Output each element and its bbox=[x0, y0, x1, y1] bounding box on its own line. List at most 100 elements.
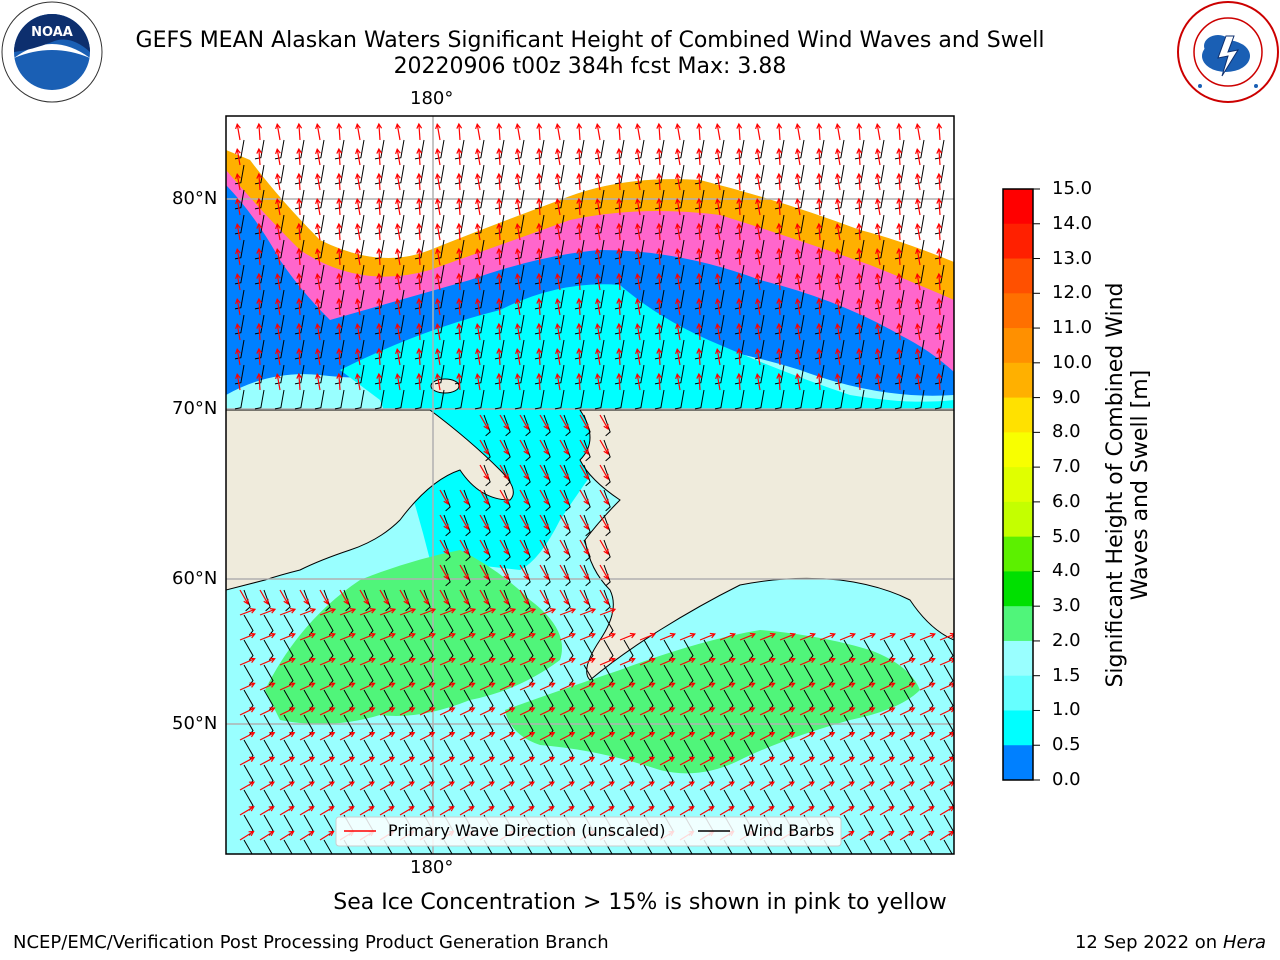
wave-direction-arrowhead bbox=[909, 632, 916, 639]
wave-direction-arrow bbox=[618, 373, 621, 391]
wave-direction-arrow bbox=[819, 806, 835, 816]
wave-direction-arrow bbox=[619, 658, 635, 666]
wave-direction-arrow bbox=[459, 489, 469, 505]
wind-barb bbox=[534, 264, 545, 285]
wave-direction-arrowhead bbox=[715, 273, 721, 280]
wave-direction-arrow bbox=[356, 349, 361, 366]
wave-direction-arrowhead bbox=[475, 148, 481, 155]
wave-direction-arrowhead bbox=[435, 148, 441, 155]
wave-direction-arrow bbox=[538, 323, 541, 341]
wave-direction-arrowhead bbox=[616, 122, 623, 129]
wind-barb bbox=[814, 314, 825, 335]
wind-barb bbox=[294, 364, 305, 385]
wave-direction-arrowhead bbox=[915, 298, 921, 305]
wave-direction-arrow bbox=[298, 198, 301, 216]
wind-barb bbox=[534, 389, 545, 410]
wave-direction-arrowhead bbox=[355, 323, 361, 330]
wave-direction-arrowhead bbox=[429, 707, 436, 713]
wave-direction-arrow bbox=[259, 756, 275, 766]
wind-barb bbox=[783, 714, 794, 736]
wave-direction-arrow bbox=[499, 806, 515, 816]
wave-direction-arrow bbox=[379, 756, 395, 766]
wave-direction-arrowhead bbox=[249, 608, 257, 614]
wave-direction-arrow bbox=[839, 781, 855, 791]
wave-direction-arrow bbox=[919, 633, 936, 641]
wave-direction-arrow bbox=[519, 564, 529, 580]
wind-barb bbox=[443, 539, 451, 562]
wave-direction-arrowhead bbox=[896, 147, 903, 154]
wave-direction-arrow bbox=[538, 373, 541, 391]
wind-barb bbox=[494, 139, 505, 160]
wave-direction-arrowhead bbox=[656, 222, 663, 229]
wave-direction-arrowhead bbox=[289, 756, 296, 762]
wave-direction-arrow bbox=[299, 781, 315, 791]
wind-barb bbox=[294, 189, 305, 210]
wave-direction-arrow bbox=[799, 781, 815, 791]
wave-direction-arrow bbox=[298, 273, 301, 291]
wave-direction-arrow bbox=[619, 806, 635, 816]
wave-direction-arrowhead bbox=[669, 632, 676, 639]
wave-direction-arrowhead bbox=[449, 682, 456, 688]
wind-barb bbox=[294, 264, 305, 285]
wind-barb bbox=[854, 264, 865, 285]
wind-barb bbox=[934, 364, 945, 385]
wave-direction-arrow bbox=[799, 806, 815, 816]
wave-direction-arrow bbox=[556, 249, 561, 266]
wave-direction-arrowhead bbox=[369, 682, 376, 688]
wave-direction-arrow bbox=[499, 439, 509, 455]
wave-direction-arrowhead bbox=[648, 806, 655, 812]
wind-barb bbox=[483, 464, 491, 487]
colorbar-tick-label: 15.0 bbox=[1052, 178, 1093, 199]
wave-direction-arrowhead bbox=[936, 247, 943, 254]
wave-direction-arrow bbox=[316, 199, 321, 216]
wind-barb bbox=[554, 364, 565, 385]
wind-barb bbox=[263, 689, 274, 711]
wind-barb bbox=[754, 164, 765, 185]
wind-barb bbox=[483, 589, 491, 612]
wave-direction-arrow bbox=[258, 273, 261, 291]
wave-direction-arrow bbox=[698, 298, 701, 316]
wave-direction-arrowhead bbox=[368, 806, 375, 812]
wind-barb bbox=[534, 289, 545, 310]
wave-direction-arrowhead bbox=[469, 632, 476, 639]
wind-barb bbox=[234, 164, 245, 185]
wind-barb bbox=[934, 139, 945, 160]
wave-direction-arrowhead bbox=[336, 297, 343, 304]
wind-barb bbox=[483, 664, 494, 686]
wind-barb bbox=[654, 364, 665, 385]
wind-barb bbox=[514, 364, 525, 385]
wind-barb bbox=[314, 189, 325, 210]
wave-direction-arrow bbox=[759, 707, 775, 716]
wind-barb bbox=[514, 264, 525, 285]
wave-direction-arrow bbox=[239, 707, 255, 716]
wave-direction-arrow bbox=[259, 781, 275, 791]
wind-barb bbox=[583, 664, 594, 686]
wave-direction-arrow bbox=[499, 564, 509, 580]
wind-barb bbox=[574, 364, 585, 385]
wave-direction-arrow bbox=[779, 781, 795, 791]
wave-direction-arrow bbox=[498, 148, 501, 166]
wind-barb bbox=[554, 264, 565, 285]
wind-barb bbox=[674, 339, 685, 360]
wave-direction-arrow bbox=[899, 806, 915, 816]
wave-direction-arrow bbox=[339, 608, 356, 616]
wave-direction-arrow bbox=[819, 756, 835, 766]
wind-barb bbox=[634, 289, 645, 310]
wave-direction-arrowhead bbox=[369, 756, 376, 762]
wind-barb bbox=[854, 139, 865, 160]
wave-direction-arrowhead bbox=[369, 731, 376, 738]
wave-direction-arrow bbox=[679, 658, 695, 666]
wave-direction-arrow bbox=[676, 124, 681, 141]
wave-direction-arrow bbox=[258, 223, 261, 241]
wind-barb bbox=[614, 164, 625, 185]
wind-barb bbox=[474, 364, 485, 385]
wave-direction-arrow bbox=[516, 224, 521, 241]
wave-direction-arrow bbox=[378, 323, 381, 341]
wave-direction-arrow bbox=[516, 124, 521, 141]
wave-direction-arrowhead bbox=[523, 448, 529, 455]
wind-barb bbox=[234, 264, 245, 285]
wave-direction-arrowhead bbox=[496, 222, 503, 229]
wave-direction-arrowhead bbox=[609, 731, 616, 738]
wind-barb bbox=[794, 314, 805, 335]
wave-direction-arrowhead bbox=[755, 223, 761, 230]
